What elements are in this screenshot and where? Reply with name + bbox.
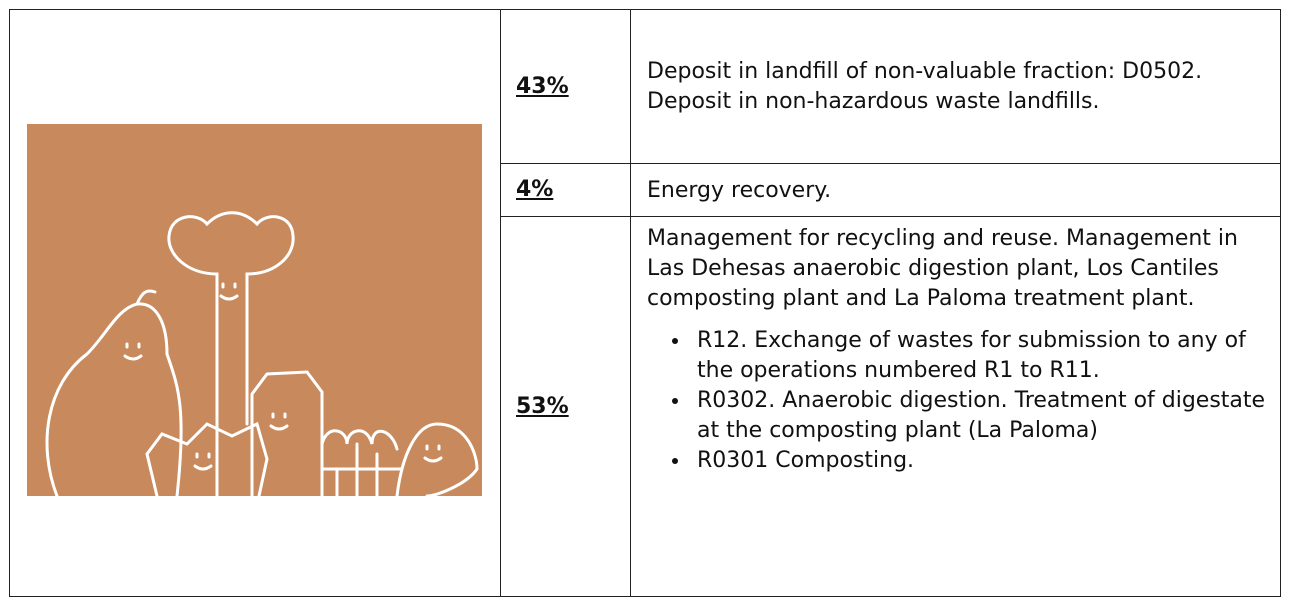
- bullet: R12. Exchange of wastes for submission t…: [691, 326, 1266, 386]
- illustration: [27, 124, 482, 496]
- bullet-list: R12. Exchange of wastes for submission t…: [647, 326, 1266, 476]
- description-cell: Management for recycling and reuse. Mana…: [630, 216, 1281, 597]
- description: Deposit in landfill of non-valuable frac…: [630, 9, 1281, 164]
- row: 53% Management for recycling and reuse. …: [10, 216, 1281, 597]
- percent: 53%: [500, 216, 631, 597]
- bullet: R0301 Composting.: [691, 446, 1266, 476]
- percent: 4%: [500, 163, 631, 217]
- percent: 43%: [500, 9, 631, 164]
- row: 43% Deposit in landfill of non-valuable …: [9, 9, 1281, 597]
- bullet: R0302. Anaerobic digestion. Treatment of…: [691, 386, 1266, 446]
- waste-table: 43% Deposit in landfill of non-valuable …: [9, 9, 1281, 597]
- description: Energy recovery.: [630, 163, 1281, 217]
- description: Management for recycling and reuse. Mana…: [647, 226, 1238, 311]
- page: 43% Deposit in landfill of non-valuable …: [0, 0, 1290, 585]
- illustration-cell: [9, 9, 501, 597]
